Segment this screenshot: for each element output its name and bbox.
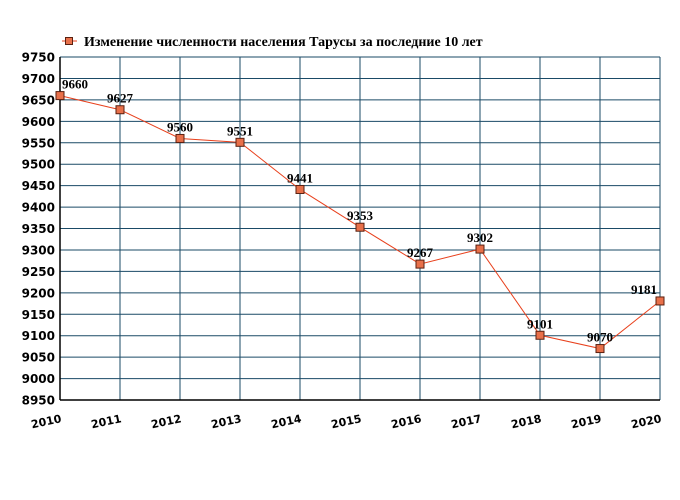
data-point (235, 137, 245, 147)
y-tick-label: 9500 (22, 158, 55, 172)
y-tick-label: 9300 (22, 243, 55, 257)
data-label: 9101 (527, 316, 553, 331)
x-tick-label: 2011 (90, 412, 123, 431)
y-tick-label: 9150 (22, 308, 55, 322)
data-label: 9181 (631, 282, 657, 297)
y-tick-label: 9650 (22, 93, 55, 107)
grid (59, 56, 661, 401)
data-label: 9627 (107, 91, 134, 106)
x-tick-label: 2013 (210, 412, 243, 431)
y-tick-label: 9350 (22, 222, 55, 236)
legend: Изменение численности населения Тарусы з… (62, 35, 483, 50)
y-tick-label: 9250 (22, 265, 55, 279)
data-point (475, 244, 485, 254)
x-tick-label: 2010 (30, 412, 63, 431)
y-tick-label: 9750 (22, 51, 55, 65)
x-tick-label: 2019 (570, 412, 603, 431)
legend-label: Изменение численности населения Тарусы з… (84, 35, 483, 50)
y-tick-label: 9700 (22, 72, 55, 86)
x-tick-label: 2020 (630, 412, 663, 431)
series-population (55, 91, 665, 354)
x-tick-label: 2018 (510, 412, 543, 431)
x-tick-label: 2017 (450, 412, 483, 431)
x-tick-label: 2014 (270, 412, 303, 431)
data-label: 9441 (287, 170, 313, 185)
x-tick-label: 2015 (330, 412, 363, 431)
y-tick-label: 9050 (22, 351, 55, 365)
y-tick-label: 9200 (22, 286, 55, 300)
x-tick-label: 2012 (150, 412, 183, 431)
data-labels: 9660 9627 9560 9551 9441 9353 9267 9302 9101 9070… (62, 77, 657, 345)
y-tick-label: 9000 (22, 372, 55, 386)
data-point (355, 222, 365, 232)
axes: 8950 9000 9050 9100 9150 9200 9250 9300 9350 9400… (22, 51, 663, 432)
data-point (655, 296, 665, 306)
y-tick-label: 8950 (22, 394, 55, 408)
legend-marker (65, 37, 73, 45)
data-label: 9302 (467, 230, 493, 245)
data-label: 9070 (587, 330, 613, 345)
data-point (175, 133, 185, 143)
data-point (595, 344, 605, 354)
data-label: 9267 (407, 245, 434, 260)
data-point (115, 105, 125, 115)
data-point (295, 184, 305, 194)
data-point (535, 330, 545, 340)
y-tick-label: 9550 (22, 136, 55, 150)
data-label: 9660 (62, 77, 88, 92)
data-point (55, 91, 65, 101)
data-label: 9560 (167, 119, 193, 134)
y-tick-label: 9450 (22, 179, 55, 193)
y-tick-label: 9100 (22, 329, 55, 343)
y-tick-label: 9600 (22, 115, 55, 129)
data-label: 9353 (347, 208, 374, 223)
y-tick-label: 9400 (22, 201, 55, 215)
data-point (415, 259, 425, 269)
x-tick-label: 2016 (390, 412, 423, 431)
data-label: 9551 (227, 123, 253, 138)
